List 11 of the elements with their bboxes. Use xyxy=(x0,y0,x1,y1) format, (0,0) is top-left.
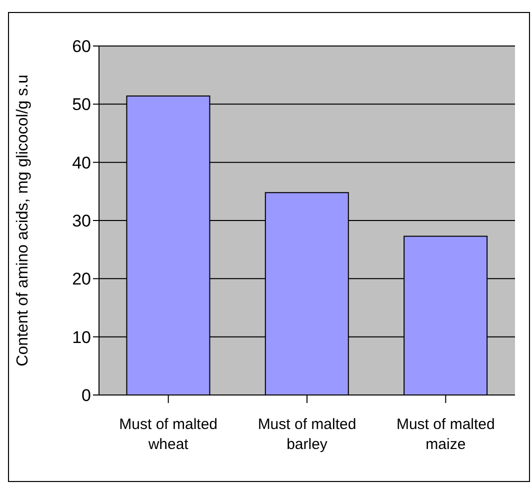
y-tick-label: 0 xyxy=(82,386,91,406)
y-tick-label: 20 xyxy=(72,270,91,289)
y-tick-label: 50 xyxy=(72,95,91,114)
y-tick-label: 60 xyxy=(72,37,91,56)
y-axis-title: Content of amino acids, mg glicocol/g s.u xyxy=(14,74,32,366)
x-tick-label: Must of malted maize xyxy=(396,416,495,453)
y-tick-label: 10 xyxy=(72,328,91,347)
x-tick-label: Must of malted wheat xyxy=(119,416,218,453)
y-tick-label: 30 xyxy=(72,212,91,231)
y-tick-label: 40 xyxy=(72,153,91,172)
x-tick-label: Must of malted barley xyxy=(258,416,356,453)
